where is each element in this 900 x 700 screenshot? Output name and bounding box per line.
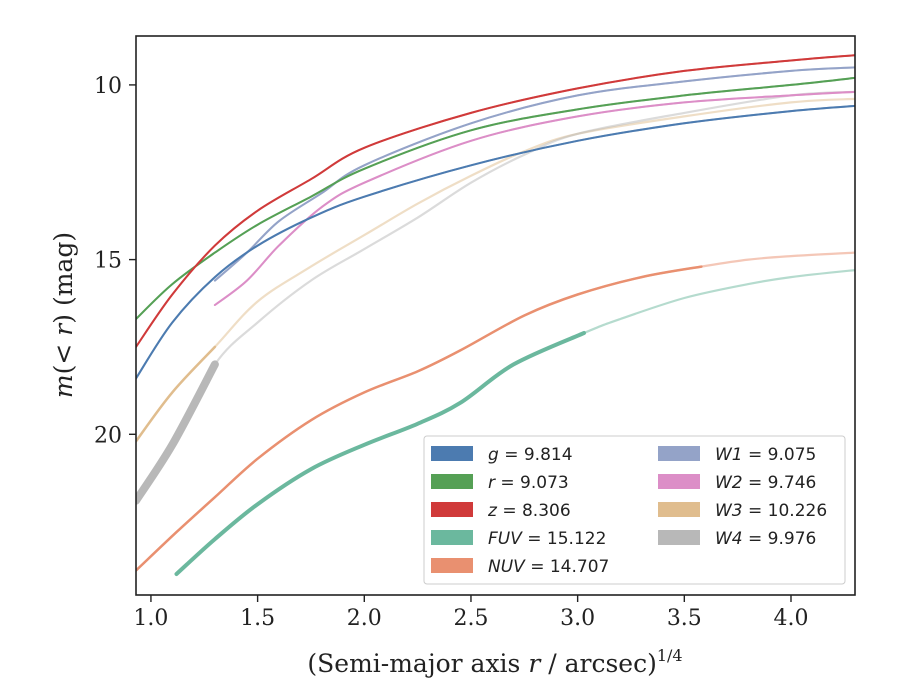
- series-nuv: [136, 251, 855, 572]
- legend-swatch-fuv: [431, 530, 473, 545]
- plot-frame: [135, 35, 856, 596]
- y-axis: 10 15 20: [94, 74, 136, 448]
- legend-swatch-w3: [658, 502, 700, 517]
- y-tick-label: 20: [94, 423, 122, 448]
- legend-label-fuv: FUV = 15.122: [488, 529, 606, 549]
- series-w1-line: [213, 66, 855, 282]
- legend-swatch-w4: [658, 530, 700, 545]
- series-r: [136, 76, 855, 320]
- legend-box: [423, 435, 846, 585]
- series-w2-line: [213, 90, 855, 306]
- legend-label-w3: W3 = 10.226: [715, 501, 827, 521]
- series-g-faded-line: [136, 104, 855, 380]
- legend-label-w2: W2 = 9.746: [715, 473, 816, 493]
- legend-swatch-w1: [658, 446, 700, 461]
- series-g: [136, 104, 855, 380]
- series-w4-line: [136, 360, 219, 505]
- x-tick-label: 1.0: [133, 606, 168, 631]
- series-w3: [136, 97, 855, 443]
- series-z: [136, 54, 855, 348]
- legend-swatch-w2: [658, 474, 700, 489]
- series-w1: [213, 66, 855, 282]
- legend-swatch-nuv: [431, 558, 473, 573]
- legend-label-w4: W4 = 9.976: [715, 529, 816, 549]
- x-axis-title: (Semi-major axis r / arcsec)1/4: [307, 646, 682, 678]
- series-fuv-line: [174, 331, 586, 576]
- legend-label-g: g = 9.814: [488, 445, 573, 465]
- series-z-faded-line: [136, 54, 855, 348]
- series-fuv: [174, 269, 855, 576]
- x-tick-label: 2.5: [453, 606, 488, 631]
- x-tick-label: 1.5: [240, 606, 275, 631]
- legend-swatch-z: [431, 502, 473, 517]
- x-tick-label: 3.5: [667, 606, 702, 631]
- series-g-line: [136, 104, 855, 380]
- x-tick-label: 3.0: [560, 606, 595, 631]
- series-z-line: [136, 54, 855, 348]
- y-axis-title: m(< r) (mag): [49, 232, 78, 398]
- legend-label-w1: W1 = 9.075: [715, 445, 816, 465]
- y-tick-label: 15: [94, 249, 122, 274]
- series-w3-faded-line: [136, 97, 855, 443]
- x-tick-label: 2.0: [347, 606, 382, 631]
- legend-label-nuv: NUV = 14.707: [488, 557, 609, 577]
- x-axis: 1.0 1.5 2.0 2.5 3.0 3.5 4.0: [133, 595, 808, 631]
- legend-swatch-g: [431, 446, 473, 461]
- legend: g = 9.814 r = 9.073 z = 8.306 FUV = 15.122 N…: [423, 435, 846, 585]
- x-tick-label: 4.0: [773, 606, 808, 631]
- series-r-line: [136, 76, 855, 320]
- series-w4: [136, 90, 855, 505]
- legend-swatch-r: [431, 474, 473, 489]
- series-layer: [136, 54, 855, 576]
- legend-label-r: r = 9.073: [488, 473, 569, 493]
- legend-label-z: z = 8.306: [487, 501, 571, 521]
- series-w2: [213, 90, 855, 306]
- series-nuv-line: [136, 265, 703, 572]
- series-w3-line: [136, 345, 217, 443]
- y-tick-label: 10: [94, 74, 122, 99]
